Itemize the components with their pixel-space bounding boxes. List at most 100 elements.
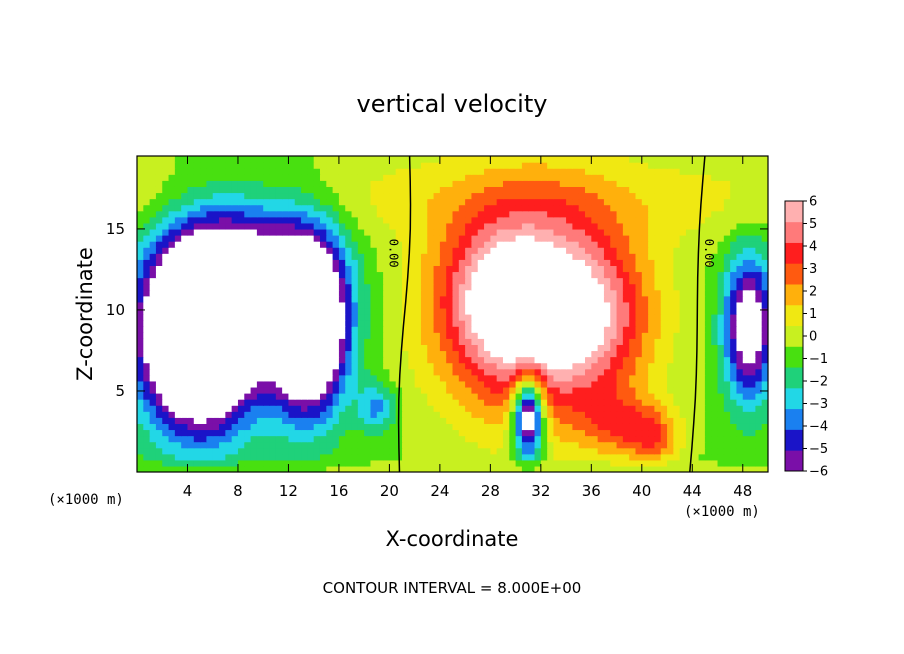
heatmap-cell (622, 271, 630, 279)
heatmap-cell (736, 198, 744, 206)
heatmap-cell (143, 338, 151, 345)
heatmap-cell (250, 295, 258, 303)
heatmap-cell (269, 332, 277, 339)
heatmap-cell (357, 459, 365, 467)
heatmap-cell (332, 362, 340, 370)
heatmap-cell (559, 259, 567, 266)
heatmap-cell (433, 210, 441, 218)
heatmap-cell (187, 314, 195, 321)
heatmap-cell (660, 277, 668, 285)
heatmap-cell (578, 465, 586, 472)
heatmap-cell (439, 459, 447, 467)
heatmap-cell (237, 465, 245, 472)
heatmap-cell (471, 192, 479, 200)
heatmap-cell (578, 435, 586, 443)
heatmap-cell (231, 405, 239, 412)
heatmap-cell (376, 447, 384, 455)
heatmap-cell (591, 374, 599, 382)
heatmap-cell (263, 393, 271, 400)
heatmap-cell (660, 271, 668, 279)
heatmap-cell (509, 192, 517, 200)
heatmap-cell (193, 283, 201, 291)
heatmap-cell (219, 411, 226, 418)
heatmap-cell (685, 332, 693, 339)
heatmap-cell (282, 204, 290, 212)
heatmap-cell (332, 405, 340, 412)
heatmap-cell (364, 174, 372, 181)
heatmap-cell (667, 283, 674, 291)
heatmap-cell (667, 350, 674, 358)
heatmap-cell (521, 259, 529, 266)
heatmap-cell (452, 235, 460, 242)
heatmap-cell (269, 307, 277, 315)
heatmap-cell (465, 362, 473, 370)
heatmap-cell (389, 393, 397, 400)
heatmap-cell (458, 417, 466, 424)
heatmap-cell (402, 186, 409, 194)
heatmap-cell (231, 411, 239, 418)
heatmap-cell (307, 307, 315, 315)
heatmap-cell (370, 259, 378, 266)
heatmap-cell (420, 314, 428, 321)
heatmap-cell (622, 386, 630, 394)
heatmap-cell (332, 235, 340, 242)
heatmap-cell (704, 320, 712, 327)
heatmap-cell (616, 405, 624, 412)
heatmap-cell (256, 459, 264, 467)
heatmap-cell (193, 174, 201, 181)
heatmap-cell (168, 368, 176, 376)
heatmap-cell (225, 295, 233, 303)
heatmap-cell (736, 423, 744, 431)
heatmap-cell (370, 204, 378, 212)
heatmap-cell (219, 326, 226, 333)
heatmap-cell (616, 198, 624, 206)
heatmap-cell (174, 241, 182, 248)
heatmap-cell (559, 332, 567, 339)
heatmap-cell (345, 453, 353, 461)
heatmap-cell (528, 198, 536, 206)
heatmap-cell (288, 301, 296, 309)
heatmap-cell (654, 411, 662, 418)
heatmap-cell (578, 356, 586, 364)
heatmap-cell (162, 447, 170, 455)
heatmap-cell (301, 259, 308, 266)
heatmap-cell (351, 241, 359, 248)
heatmap-cell (219, 241, 226, 248)
heatmap-cell (376, 326, 384, 333)
heatmap-cell (200, 350, 208, 358)
heatmap-cell (244, 295, 252, 303)
heatmap-cell (528, 326, 536, 333)
heatmap-cell (420, 277, 428, 285)
heatmap-cell (685, 350, 693, 358)
heatmap-cell (553, 277, 561, 285)
heatmap-cell (723, 228, 731, 236)
heatmap-cell (446, 228, 454, 236)
heatmap-cell (597, 405, 605, 412)
heatmap-cell (168, 399, 176, 406)
heatmap-cell (610, 453, 618, 461)
heatmap-cell (723, 247, 731, 254)
heatmap-cell (269, 465, 277, 472)
heatmap-cell (528, 453, 536, 461)
heatmap-cell (376, 253, 384, 260)
heatmap-cell (477, 198, 485, 206)
heatmap-cell (566, 314, 573, 321)
heatmap-cell (654, 186, 662, 194)
heatmap-cell (622, 216, 630, 224)
heatmap-cell (307, 362, 315, 370)
heatmap-cell (692, 253, 700, 260)
heatmap-cell (345, 247, 353, 254)
heatmap-cell (749, 447, 756, 455)
heatmap-cell (452, 271, 460, 279)
heatmap-cell (477, 362, 485, 370)
heatmap-cell (515, 168, 523, 175)
heatmap-cell (521, 283, 529, 291)
heatmap-cell (376, 174, 384, 181)
heatmap-cell (742, 435, 750, 443)
heatmap-cell (465, 441, 473, 449)
heatmap-cell (490, 186, 498, 194)
heatmap-cell (603, 216, 611, 224)
heatmap-cell (585, 289, 592, 297)
heatmap-cell (168, 435, 176, 443)
heatmap-cell (477, 307, 485, 315)
